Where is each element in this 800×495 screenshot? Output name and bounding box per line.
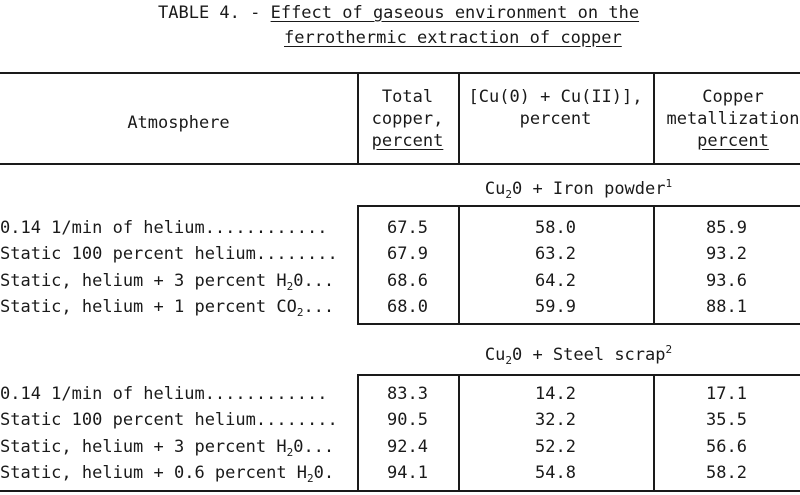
header-bottom-rule bbox=[0, 163, 800, 165]
row-cu: 64.2 bbox=[535, 271, 576, 291]
col-divider-2-sec1 bbox=[458, 207, 460, 324]
col-divider-2-sec2 bbox=[458, 376, 460, 490]
table-bottom-rule bbox=[0, 490, 800, 492]
table-top-rule bbox=[0, 72, 800, 74]
row-cu: 58.0 bbox=[535, 218, 576, 238]
row-total: 83.3 bbox=[387, 384, 428, 404]
row-cu: 59.9 bbox=[535, 297, 576, 317]
section2-top-rule bbox=[357, 323, 800, 325]
row-total: 90.5 bbox=[387, 410, 428, 430]
row-cu: 32.2 bbox=[535, 410, 576, 430]
row-total: 67.5 bbox=[387, 218, 428, 238]
col-divider-1-sec2 bbox=[357, 376, 359, 490]
row-atmosphere: Static 100 percent helium........ bbox=[0, 244, 338, 264]
row-atmosphere: Static, helium + 1 percent CO2... bbox=[0, 297, 335, 319]
title-line-2: ferrothermic extraction of copper bbox=[284, 28, 622, 48]
row-cu: 54.8 bbox=[535, 463, 576, 483]
row-atmosphere: Static, helium + 0.6 percent H20. bbox=[0, 463, 335, 485]
section1-label: Cu20 + Iron powder1 bbox=[484, 177, 673, 201]
row-metal: 58.2 bbox=[706, 463, 747, 483]
header-total-line2: copper, bbox=[371, 109, 444, 129]
section2-label-rule bbox=[357, 374, 800, 376]
header-total-line3: percent bbox=[371, 131, 444, 151]
row-metal: 93.2 bbox=[706, 244, 747, 264]
header-cu-line1: [Cu(0) + Cu(II)], bbox=[468, 87, 643, 107]
header-metal-line1: Copper bbox=[702, 87, 764, 107]
header-metal-line3: percent bbox=[697, 131, 769, 151]
col-divider-2-header bbox=[458, 74, 460, 164]
col-divider-1-sec1 bbox=[357, 207, 359, 324]
row-atmosphere: Static 100 percent helium........ bbox=[0, 410, 338, 430]
row-metal: 88.1 bbox=[706, 297, 747, 317]
col-divider-1-header bbox=[357, 74, 359, 164]
row-cu: 63.2 bbox=[535, 244, 576, 264]
row-cu: 52.2 bbox=[535, 437, 576, 457]
header-total-copper: Total copper, percent bbox=[357, 86, 458, 152]
header-total-line1: Total bbox=[381, 87, 434, 107]
title-prefix: TABLE 4. - bbox=[158, 3, 271, 23]
col-divider-3-sec1 bbox=[653, 207, 655, 324]
row-total: 67.9 bbox=[387, 244, 428, 264]
row-atmosphere: 0.14 1/min of helium............ bbox=[0, 218, 328, 238]
row-total: 94.1 bbox=[387, 463, 428, 483]
row-total: 68.6 bbox=[387, 271, 428, 291]
header-cu-combined: [Cu(0) + Cu(II)], percent bbox=[458, 86, 653, 130]
row-atmosphere: 0.14 1/min of helium............ bbox=[0, 384, 328, 404]
header-copper-metallization: Copper metallization percent bbox=[653, 86, 800, 152]
row-metal: 85.9 bbox=[706, 218, 747, 238]
row-cu: 14.2 bbox=[535, 384, 576, 404]
row-total: 92.4 bbox=[387, 437, 428, 457]
row-metal: 17.1 bbox=[706, 384, 747, 404]
row-total: 68.0 bbox=[387, 297, 428, 317]
header-cu-line2: percent bbox=[519, 109, 592, 129]
section2-label: Cu20 + Steel scrap2 bbox=[484, 343, 673, 367]
row-atmosphere: Static, helium + 3 percent H20... bbox=[0, 437, 335, 459]
row-atmosphere: Static, helium + 3 percent H20... bbox=[0, 271, 335, 293]
header-metal-line2: metallization bbox=[666, 109, 800, 129]
title-line-1: TABLE 4. - Effect of gaseous environment… bbox=[158, 0, 639, 26]
col-divider-3-header bbox=[653, 74, 655, 164]
title-text-1: Effect of gaseous environment on the bbox=[270, 3, 640, 23]
section1-label-rule bbox=[357, 205, 800, 207]
row-metal: 56.6 bbox=[706, 437, 747, 457]
header-atmosphere: Atmosphere bbox=[127, 113, 230, 133]
row-metal: 93.6 bbox=[706, 271, 747, 291]
col-divider-3-sec2 bbox=[653, 376, 655, 490]
row-metal: 35.5 bbox=[706, 410, 747, 430]
